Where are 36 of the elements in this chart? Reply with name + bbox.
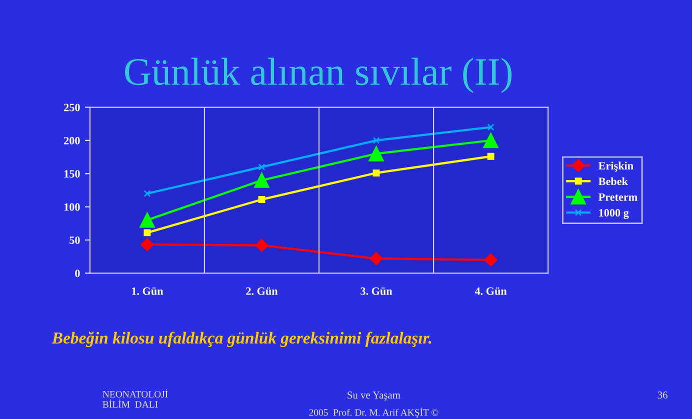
legend-label: Preterm	[598, 193, 638, 201]
point	[258, 196, 266, 203]
y-tick-label: 250	[64, 104, 80, 112]
point	[254, 172, 270, 188]
point	[140, 238, 154, 252]
y-tick-label: 150	[64, 170, 80, 178]
legend-label: Erişkin	[598, 162, 634, 172]
x-tick-label: 4. Gün	[474, 287, 507, 295]
y-tick-label: 100	[64, 203, 80, 211]
y-tick-label: 50	[70, 236, 80, 244]
text: 36	[658, 392, 668, 399]
point	[144, 190, 151, 198]
point	[372, 169, 380, 176]
legend-label: 1000 g	[599, 209, 629, 219]
point	[484, 253, 498, 266]
y-tick-label: 200	[64, 136, 80, 144]
point	[487, 152, 494, 160]
text: 2005 Prof. Dr. M. Arif AKŞİT ©	[309, 408, 438, 418]
point	[368, 146, 384, 162]
x-tick-label: 2. Gün	[246, 287, 278, 295]
chart-title: Günlük alınan sıvılar (II)	[124, 58, 512, 94]
point	[144, 229, 151, 236]
text: Bebeğin kilosu ufaldıkça günlük gereksinimi fazlalaşır.	[52, 332, 432, 348]
point	[487, 124, 494, 131]
point	[140, 212, 155, 228]
text: Su ve Yaşam	[348, 392, 400, 401]
y-tick-label: 0	[75, 270, 80, 278]
point	[372, 136, 380, 144]
text: NEONATOLOJİ BİLİM DALI	[102, 389, 168, 408]
point	[483, 132, 498, 148]
x-tick-label: 3. Gün	[360, 287, 392, 295]
x-tick-label: 1. Gün	[132, 287, 164, 295]
legend-label: Bebek	[598, 177, 628, 186]
point	[258, 164, 266, 170]
point	[370, 252, 383, 266]
point	[255, 238, 268, 252]
